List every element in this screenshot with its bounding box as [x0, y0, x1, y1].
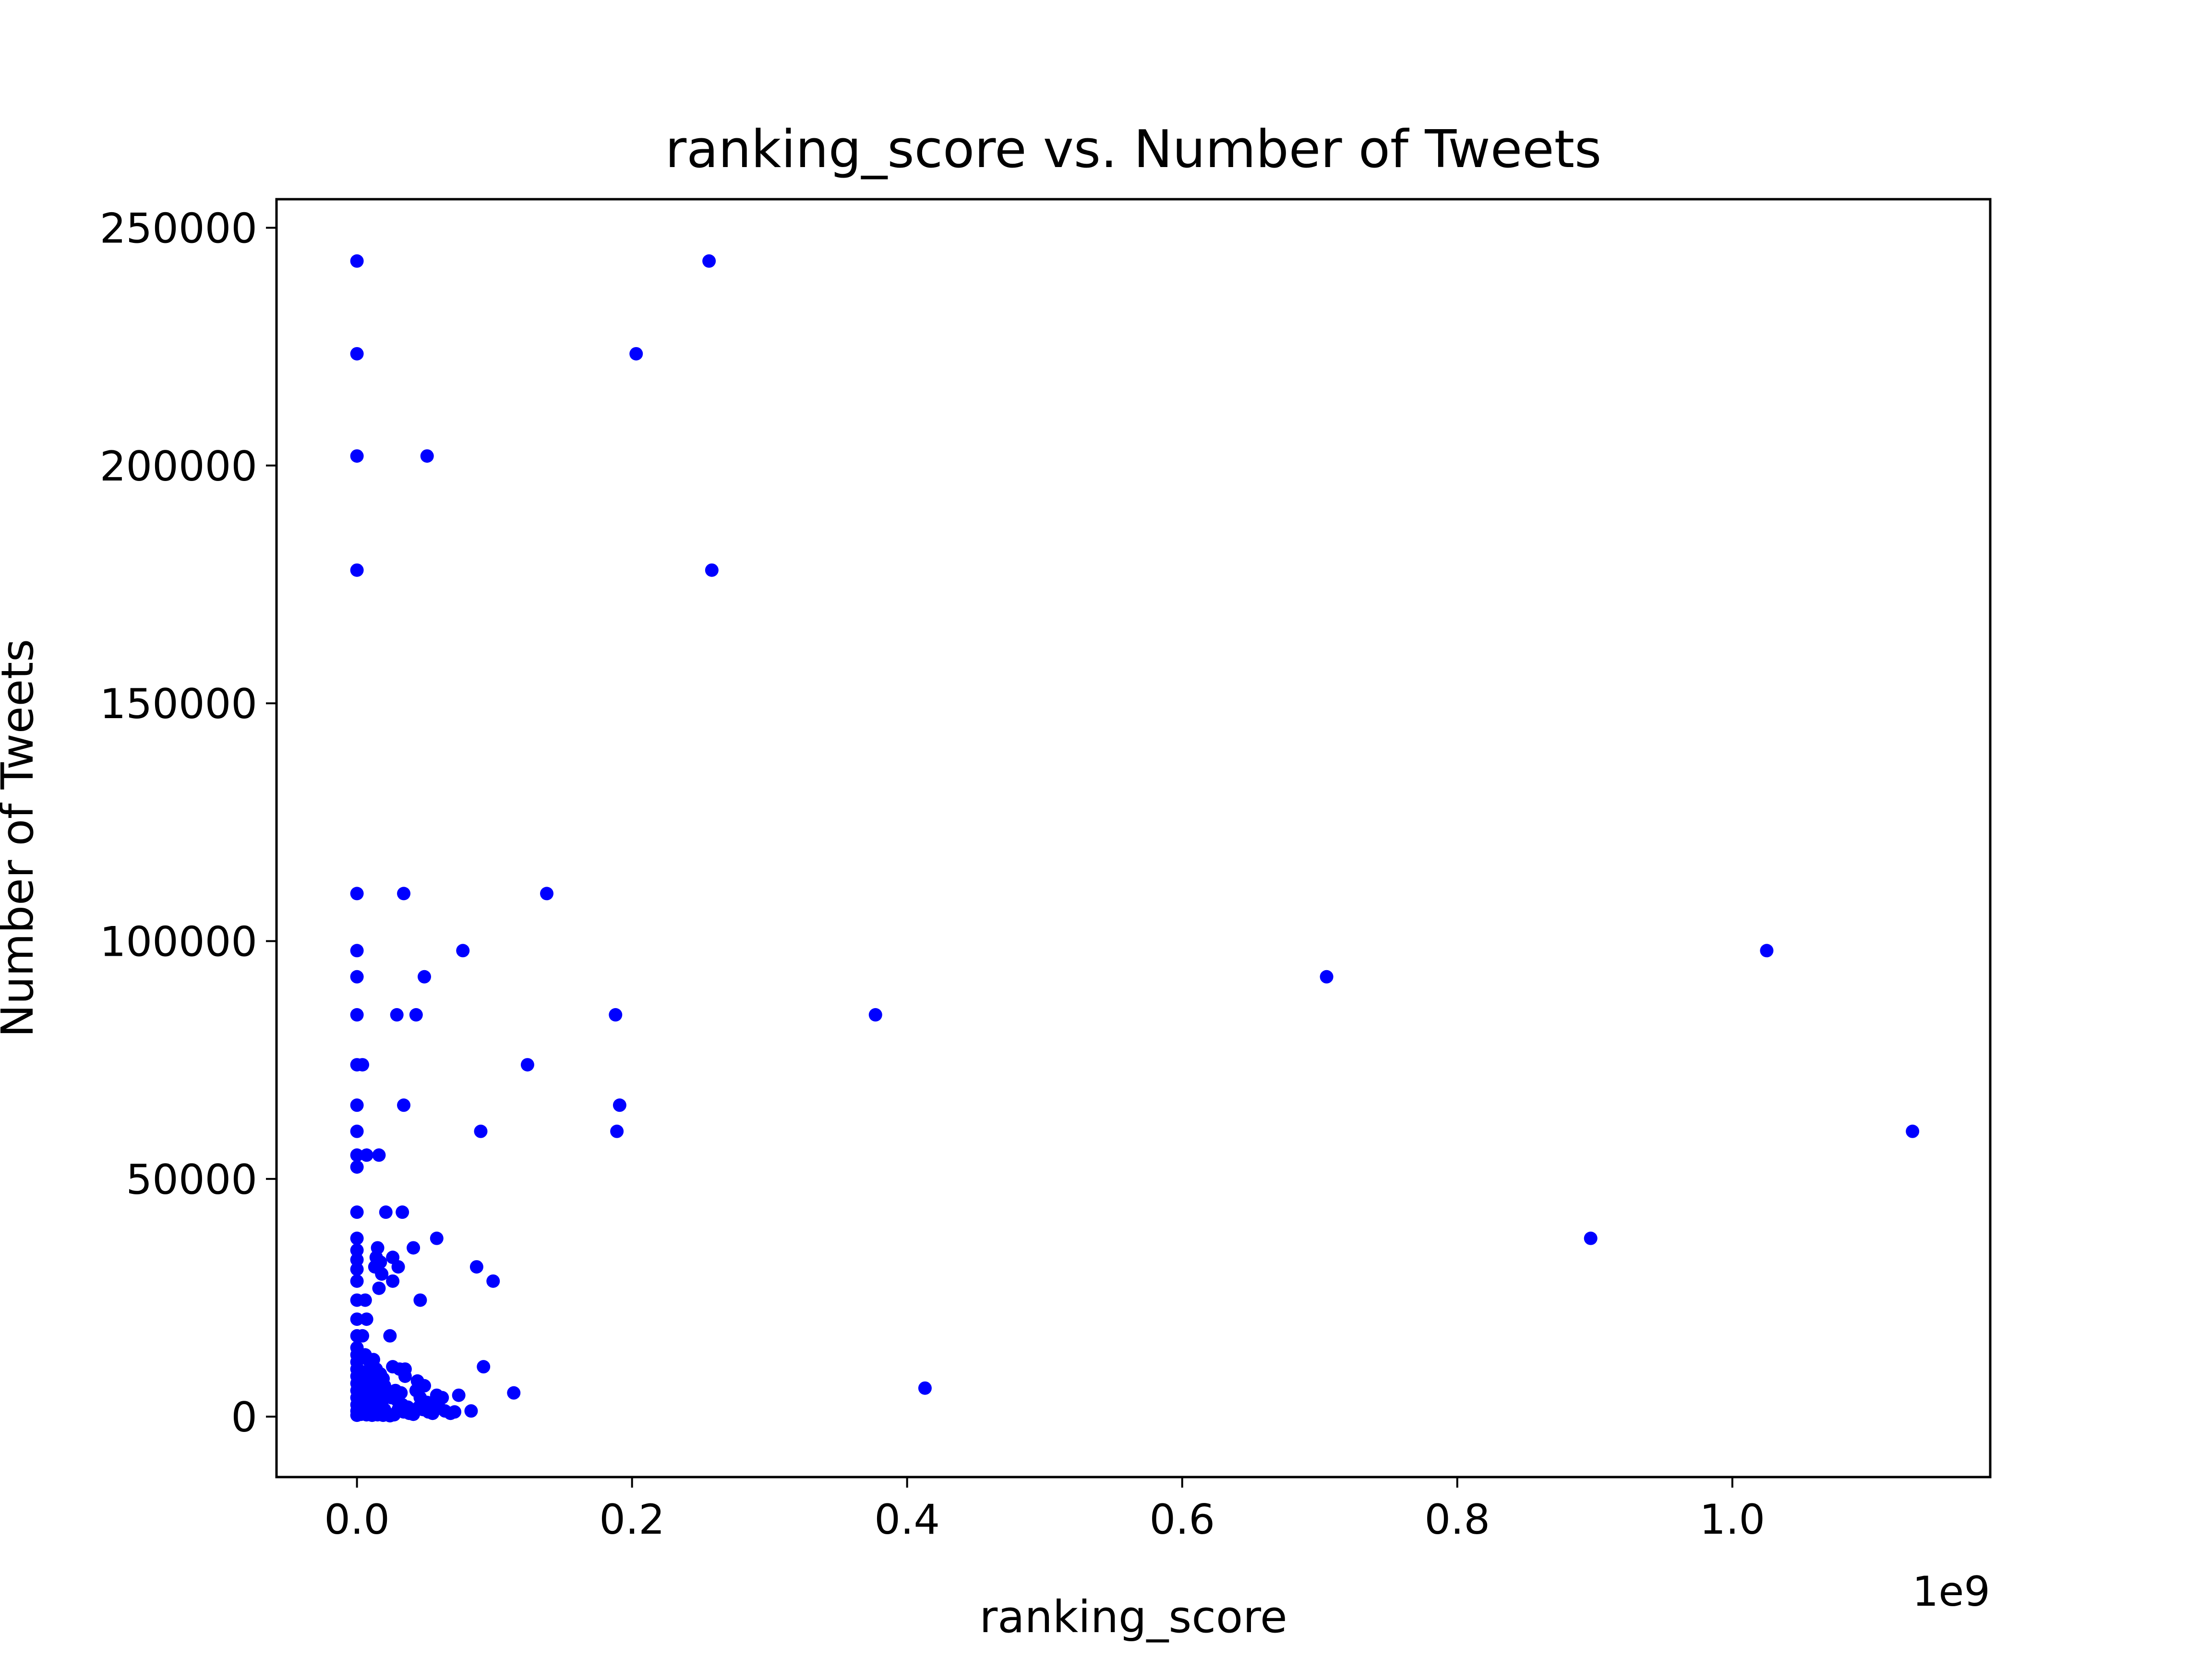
data-point: [356, 1329, 370, 1343]
data-point: [420, 449, 434, 463]
data-point: [610, 1124, 624, 1138]
data-point: [705, 563, 719, 577]
data-point: [356, 1058, 370, 1072]
data-point: [350, 1262, 364, 1276]
x-tick-label: 0.4: [874, 1496, 940, 1544]
data-point: [390, 1008, 404, 1022]
data-point: [1906, 1124, 1920, 1138]
data-point: [350, 970, 364, 984]
data-point: [391, 1260, 405, 1274]
data-point: [350, 1148, 364, 1162]
data-point: [350, 1231, 364, 1245]
x-tick-label: 0.2: [599, 1496, 665, 1544]
plot-area-frame: [275, 198, 1992, 1479]
data-point: [629, 347, 643, 361]
y-tick-label: 200000: [100, 443, 257, 491]
data-point: [1320, 970, 1334, 984]
data-point: [540, 887, 554, 901]
x-axis-offset-label: 1e9: [1912, 1568, 1990, 1616]
data-point: [868, 1008, 882, 1022]
data-point: [520, 1058, 534, 1072]
data-point: [407, 1241, 421, 1255]
data-point: [456, 944, 470, 958]
data-point: [350, 887, 364, 901]
data-point: [372, 1148, 386, 1162]
data-point: [413, 1293, 427, 1307]
data-point: [386, 1274, 400, 1288]
data-point: [397, 1098, 411, 1112]
data-points: [350, 254, 1920, 1423]
y-axis-label: Number of Tweets: [0, 639, 43, 1037]
data-point: [452, 1388, 466, 1402]
data-point: [350, 1312, 364, 1326]
data-point: [350, 347, 364, 361]
y-tick-label: 100000: [100, 918, 257, 966]
data-point: [507, 1386, 521, 1400]
data-point: [702, 254, 716, 268]
y-tick-label: 50000: [126, 1156, 257, 1204]
y-tick-label: 250000: [100, 204, 257, 252]
x-tick-label: 0.6: [1149, 1496, 1215, 1544]
y-axis-ticks: 0 50000 100000 150000 200000 250000: [100, 204, 276, 1442]
data-point: [350, 1160, 364, 1174]
data-point: [918, 1381, 932, 1395]
x-tick-label: 0.0: [324, 1496, 390, 1544]
data-point: [469, 1260, 483, 1274]
data-point: [350, 1008, 364, 1022]
data-point: [397, 887, 411, 901]
x-tick-label: 1.0: [1699, 1496, 1765, 1544]
data-point: [448, 1405, 462, 1419]
data-point: [398, 1369, 412, 1383]
chart-title: ranking_score vs. Number of Tweets: [665, 120, 1602, 180]
x-tick-label: 0.8: [1424, 1496, 1490, 1544]
data-point: [1584, 1231, 1598, 1245]
data-point: [418, 970, 432, 984]
data-point: [350, 1098, 364, 1112]
data-point: [360, 1148, 373, 1162]
y-tick-label: 0: [231, 1394, 257, 1442]
data-point: [383, 1329, 397, 1343]
data-point: [430, 1231, 444, 1245]
data-point: [350, 1205, 364, 1219]
y-tick-label: 150000: [100, 680, 257, 728]
data-point: [486, 1274, 500, 1288]
data-point: [350, 1124, 364, 1138]
data-point: [350, 449, 364, 463]
data-point: [350, 1243, 364, 1257]
data-point: [379, 1205, 393, 1219]
x-axis-ticks: 0.0 0.2 0.4 0.6 0.8 1.0: [324, 1477, 1765, 1544]
data-point: [396, 1205, 409, 1219]
data-point: [613, 1098, 626, 1112]
data-point: [609, 1008, 623, 1022]
data-point: [350, 563, 364, 577]
data-point: [1760, 944, 1774, 958]
data-point: [375, 1267, 389, 1281]
data-point: [372, 1281, 386, 1295]
data-point: [350, 1253, 364, 1267]
data-point: [477, 1360, 491, 1374]
data-point: [409, 1008, 423, 1022]
data-point: [350, 254, 364, 268]
data-point: [358, 1293, 372, 1307]
data-point: [350, 1274, 364, 1288]
data-point: [464, 1404, 478, 1418]
data-point: [350, 944, 364, 958]
data-point: [474, 1124, 488, 1138]
data-point: [360, 1312, 373, 1326]
x-axis-label: ranking_score: [979, 1591, 1287, 1643]
